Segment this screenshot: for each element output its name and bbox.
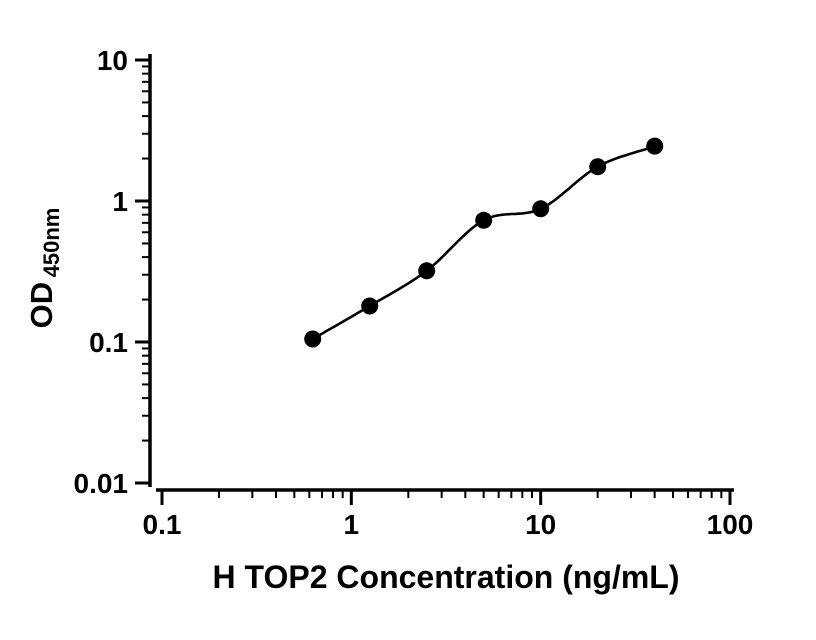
y-axis-title-main: OD bbox=[24, 282, 59, 329]
svg-text:10: 10 bbox=[97, 45, 128, 76]
svg-text:10: 10 bbox=[525, 509, 556, 540]
y-axis-title: OD 450nm bbox=[24, 208, 64, 329]
svg-text:0.01: 0.01 bbox=[74, 468, 129, 499]
data-points bbox=[304, 137, 664, 348]
y-axis-title-sub: 450nm bbox=[39, 208, 64, 278]
axes: 0.1 1 10 100 0.01 0.1 1 10 bbox=[74, 45, 754, 540]
svg-text:100: 100 bbox=[707, 509, 754, 540]
svg-text:0.1: 0.1 bbox=[89, 327, 128, 358]
svg-text:0.1: 0.1 bbox=[143, 509, 182, 540]
svg-text:1: 1 bbox=[344, 509, 360, 540]
svg-text:1: 1 bbox=[112, 186, 128, 217]
x-axis-title: H TOP2 Concentration (ng/mL) bbox=[213, 559, 680, 595]
